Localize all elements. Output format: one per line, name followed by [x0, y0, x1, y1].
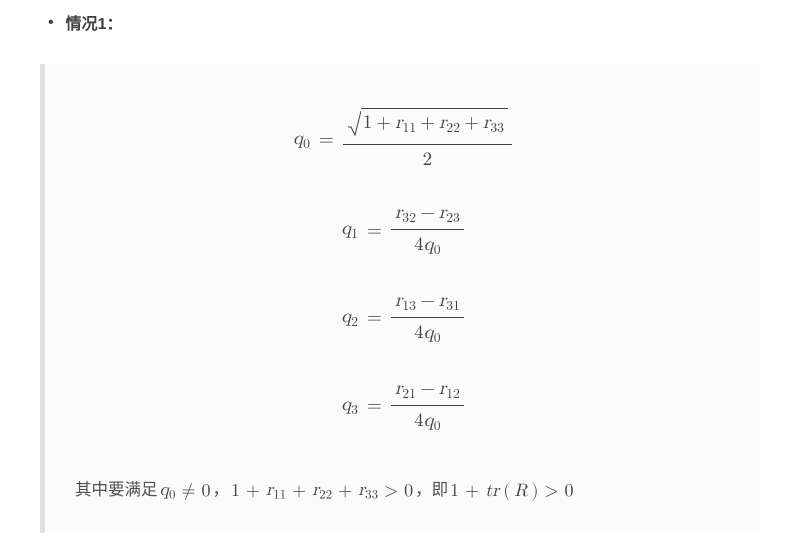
equation-2: q2=r13−r314q0: [341, 289, 464, 347]
bullet-text: 情况1：: [66, 10, 123, 34]
bullet-marker: •: [48, 10, 54, 36]
equation-stack: q0=1+r11+r22+r332 q1=r32−r234q0 q2=r13−r31…: [75, 108, 730, 435]
equation-0: q0=1+r11+r22+r332: [293, 108, 512, 172]
condition-line: 其中要满足 q0≠0，1+r11+r22+r33>0，即 1+tr(R)>0: [75, 472, 730, 509]
equation-1: q1=r32−r234q0: [341, 201, 464, 259]
equation-3: q3=r21−r124q0: [341, 377, 464, 435]
bullet-item: • 情况1：: [48, 10, 760, 36]
quote-block: q0=1+r11+r22+r332 q1=r32−r234q0 q2=r13−r31…: [40, 64, 760, 533]
